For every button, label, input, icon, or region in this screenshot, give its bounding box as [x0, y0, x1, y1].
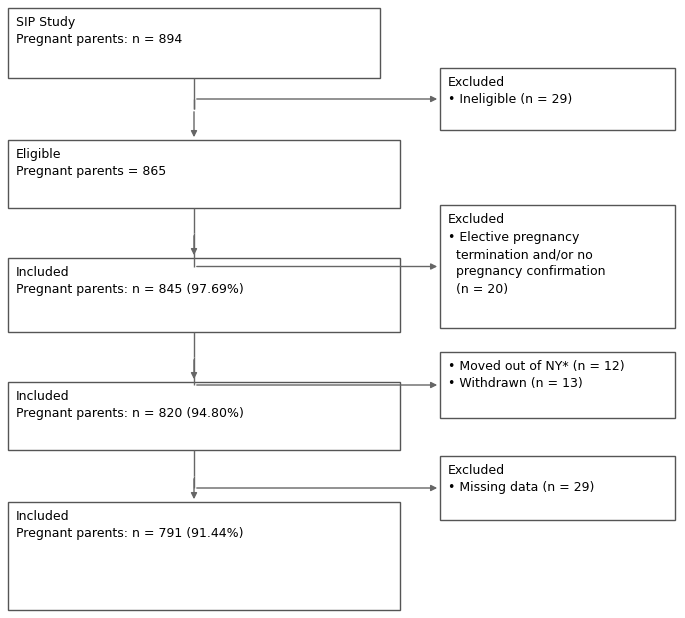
Text: Eligible
Pregnant parents = 865: Eligible Pregnant parents = 865 — [16, 148, 166, 179]
Bar — [8, 502, 400, 610]
Text: • Moved out of NY* (n = 12)
• Withdrawn (n = 13): • Moved out of NY* (n = 12) • Withdrawn … — [448, 360, 625, 391]
Text: Included
Pregnant parents: n = 845 (97.69%): Included Pregnant parents: n = 845 (97.6… — [16, 266, 244, 297]
Bar — [440, 352, 675, 418]
Bar — [8, 8, 380, 78]
Bar — [440, 205, 675, 328]
Text: SIP Study
Pregnant parents: n = 894: SIP Study Pregnant parents: n = 894 — [16, 16, 182, 46]
Bar — [8, 382, 400, 450]
Text: Excluded
• Missing data (n = 29): Excluded • Missing data (n = 29) — [448, 464, 595, 494]
Bar — [8, 258, 400, 332]
Text: Included
Pregnant parents: n = 791 (91.44%): Included Pregnant parents: n = 791 (91.4… — [16, 510, 243, 541]
Text: Excluded
• Ineligible (n = 29): Excluded • Ineligible (n = 29) — [448, 76, 572, 106]
Text: Excluded
• Elective pregnancy
  termination and/or no
  pregnancy confirmation
 : Excluded • Elective pregnancy terminatio… — [448, 213, 606, 296]
Bar — [440, 456, 675, 520]
Bar — [440, 68, 675, 130]
Text: Included
Pregnant parents: n = 820 (94.80%): Included Pregnant parents: n = 820 (94.8… — [16, 390, 244, 420]
Bar — [8, 140, 400, 208]
